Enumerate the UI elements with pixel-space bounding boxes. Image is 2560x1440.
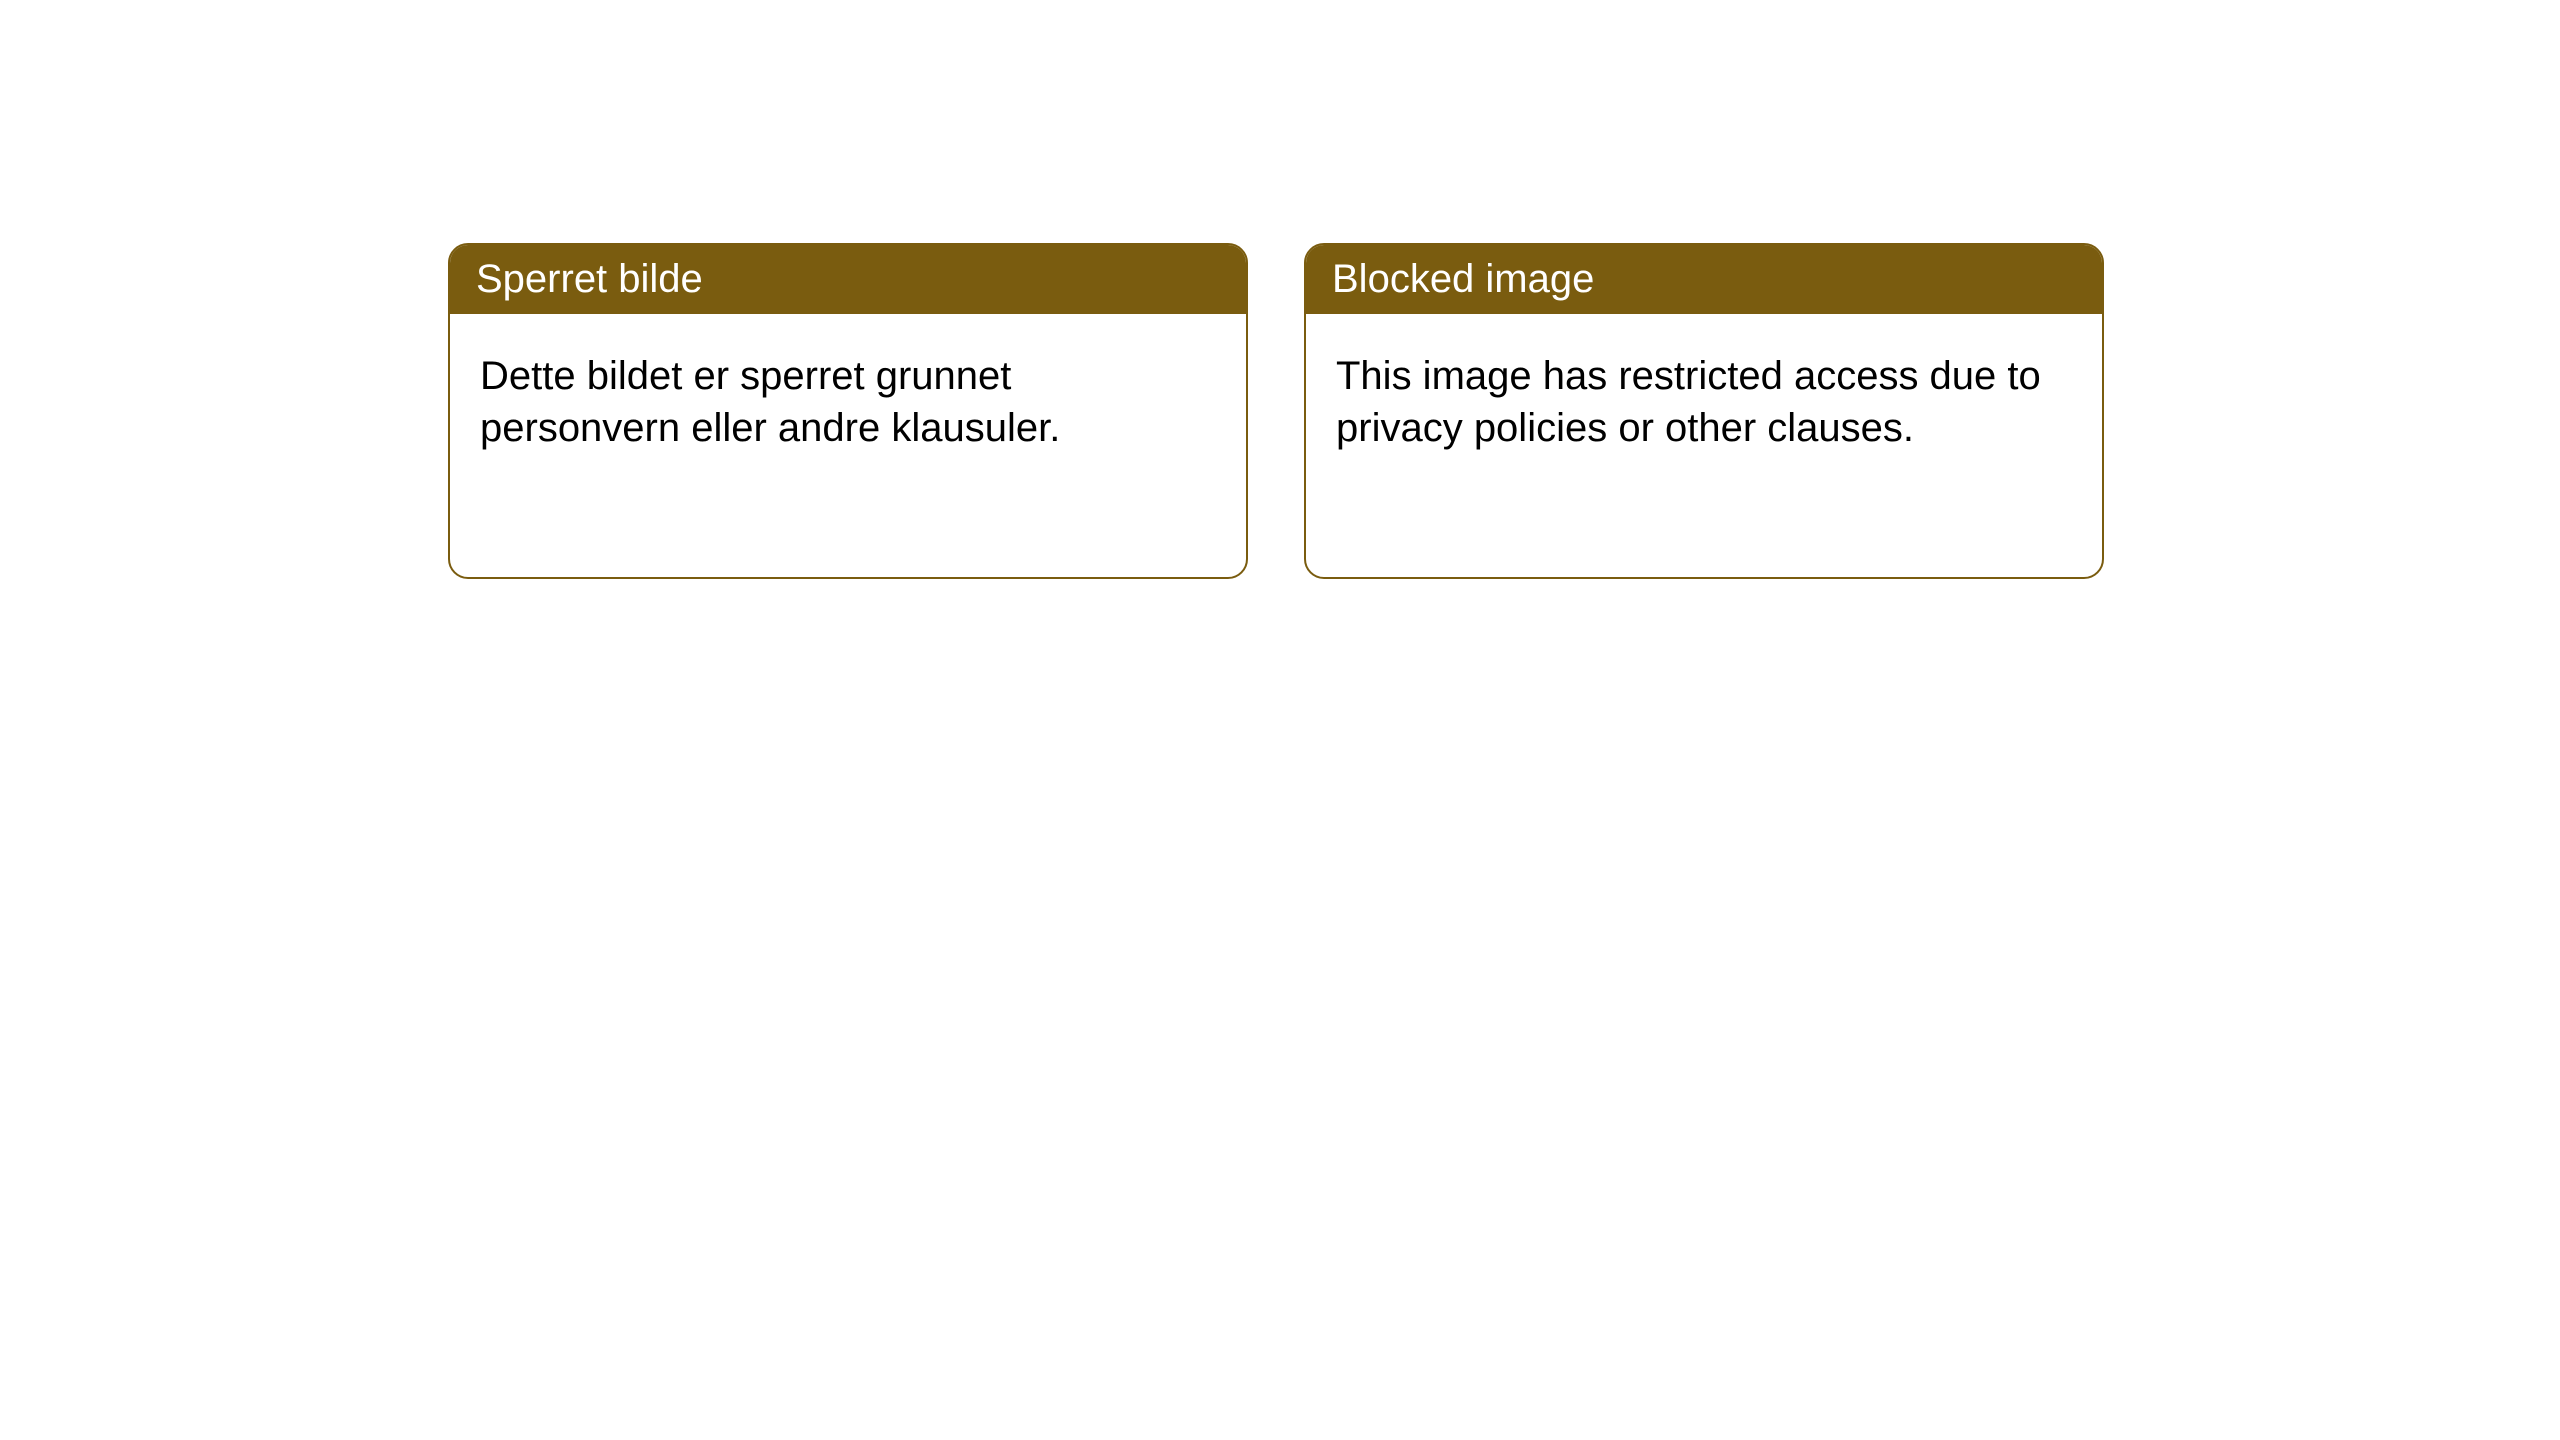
card-title: Sperret bilde	[476, 257, 703, 301]
card-body-text: This image has restricted access due to …	[1336, 354, 2041, 450]
card-body: This image has restricted access due to …	[1306, 314, 2102, 490]
blocked-image-card-no: Sperret bilde Dette bildet er sperret gr…	[448, 243, 1248, 579]
card-header: Sperret bilde	[450, 245, 1246, 314]
blocked-image-card-en: Blocked image This image has restricted …	[1304, 243, 2104, 579]
card-body: Dette bildet er sperret grunnet personve…	[450, 314, 1246, 490]
card-header: Blocked image	[1306, 245, 2102, 314]
card-body-text: Dette bildet er sperret grunnet personve…	[480, 354, 1060, 450]
cards-container: Sperret bilde Dette bildet er sperret gr…	[0, 0, 2560, 579]
card-title: Blocked image	[1332, 257, 1594, 301]
